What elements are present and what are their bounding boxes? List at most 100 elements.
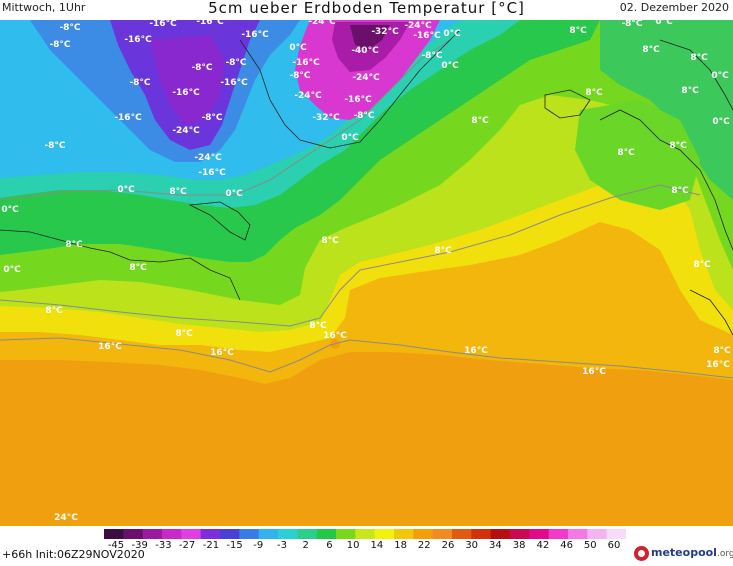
temperature-label: -24°C xyxy=(352,73,380,83)
map-labels-layer: -8°C-8°C-16°C -16°C-16°C -16°C-24°C-32°C-2… xyxy=(1,20,731,523)
temperature-label: -16°C xyxy=(292,58,320,68)
color-scale-tick: -27 xyxy=(178,540,196,551)
color-scale-tick: -39 xyxy=(131,540,148,551)
color-scale-segment xyxy=(568,529,588,539)
field-green-east xyxy=(600,20,733,200)
temperature-label: 8°C xyxy=(669,141,687,151)
temperature-label: -32°C xyxy=(371,27,399,37)
temperature-label: 0°C xyxy=(289,43,307,53)
color-scale-segment xyxy=(123,529,144,539)
temperature-label: 0°C xyxy=(341,133,359,143)
temperature-label: 8°C xyxy=(693,260,711,270)
temperature-map: -8°C-8°C-16°C -16°C-16°C -16°C-24°C-32°C-2… xyxy=(0,20,733,526)
contour-16c xyxy=(0,337,733,379)
temperature-label: 8°C xyxy=(690,53,708,63)
temperature-label: -16°C xyxy=(124,35,152,45)
temperature-label: 16°C xyxy=(98,342,122,352)
color-scale-tick: -33 xyxy=(155,540,172,551)
temperature-label: 8°C xyxy=(434,246,452,256)
temperature-label: 0°C xyxy=(117,185,135,195)
temperature-label: 8°C xyxy=(471,116,489,126)
color-scale-segment xyxy=(336,529,356,539)
color-scale-segment xyxy=(490,529,511,539)
temperature-label: -8°C xyxy=(353,111,374,121)
temperature-label: 0°C xyxy=(655,20,673,27)
color-scale-segment xyxy=(355,529,376,539)
temperature-label: 0°C xyxy=(225,189,243,199)
color-scale-tick: 26 xyxy=(441,540,455,551)
coastline-north-america xyxy=(0,229,241,301)
model-run-info: +66h Init:06Z29NOV2020 xyxy=(2,548,145,561)
temperature-label: -16°C xyxy=(172,88,200,98)
color-scale-segment xyxy=(510,529,530,539)
color-scale-segment xyxy=(258,529,279,539)
temperature-label: 24°C xyxy=(54,513,78,523)
temperature-label: -24°C xyxy=(404,21,432,31)
color-scale-tick: 42 xyxy=(536,540,550,551)
field-deep-purple xyxy=(150,35,225,125)
temperature-label: -24°C xyxy=(294,91,322,101)
temperature-label: 8°C xyxy=(321,236,339,246)
temperature-label: 0°C xyxy=(712,117,730,127)
forecast-date: 02. Dezember 2020 xyxy=(619,1,729,14)
coastline-iberia xyxy=(689,289,733,336)
color-scale-segment xyxy=(413,529,434,539)
temperature-label: -8°C xyxy=(289,71,310,81)
color-scale-bar xyxy=(104,529,626,539)
temperature-label: 8°C xyxy=(569,26,587,36)
field-dark-core xyxy=(350,25,390,50)
temperature-label: 8°C xyxy=(617,148,635,158)
temperature-label: -8°C xyxy=(191,63,212,73)
coastline-newfoundland xyxy=(188,201,251,241)
logo-mark-icon xyxy=(634,546,649,561)
temperature-label: -16°C xyxy=(241,30,269,40)
color-scale-segment xyxy=(220,529,240,539)
temperature-label: -8°C xyxy=(201,113,222,123)
temperature-label: 8°C xyxy=(642,45,660,55)
color-scale-tick: 38 xyxy=(512,540,526,551)
color-scale-segment xyxy=(471,529,492,539)
map-title: 5cm ueber Erdboden Temperatur [°C] xyxy=(208,0,525,17)
color-scale-tick: 46 xyxy=(560,540,573,551)
color-scale-tick: 34 xyxy=(489,540,502,551)
color-scale-segment xyxy=(104,529,124,539)
color-scale-segment xyxy=(394,529,414,539)
temperature-label: -16°C xyxy=(344,95,372,105)
color-scale-tick: 30 xyxy=(465,540,479,551)
temperature-label: -8°C xyxy=(59,23,80,33)
temperature-label: 16°C xyxy=(210,348,234,358)
coastline-iceland xyxy=(544,89,591,119)
temperature-label: -24°C xyxy=(172,126,200,136)
temperature-label: -16°C xyxy=(198,168,226,178)
color-scale-tick: 50 xyxy=(583,540,597,551)
temperature-label: -8°C xyxy=(49,40,70,50)
temperature-label: 8°C xyxy=(129,263,147,273)
color-scale-tick: 10 xyxy=(346,540,360,551)
temperature-label: -16°C xyxy=(413,31,441,41)
color-scale-tick: -9 xyxy=(253,540,264,551)
contour-8c xyxy=(0,184,701,327)
temperature-label: -40°C xyxy=(351,46,379,56)
temperature-label: -16°C xyxy=(220,78,248,88)
temperature-label: -8°C xyxy=(44,141,65,151)
color-scale-segment xyxy=(181,529,202,539)
temperature-label: 8°C xyxy=(169,187,187,197)
temperature-label: 0°C xyxy=(443,29,461,39)
temperature-label: 8°C xyxy=(585,88,603,98)
temperature-label: 8°C xyxy=(45,306,63,316)
temperature-label: 8°C xyxy=(681,86,699,96)
temperature-label: 8°C xyxy=(175,329,193,339)
temperature-label: -8°C xyxy=(129,78,150,88)
color-scale-segment xyxy=(239,529,260,539)
temperature-label: 16°C xyxy=(464,346,488,356)
forecast-time: Mittwoch, 1Uhr xyxy=(2,1,86,14)
color-scale-segment xyxy=(142,529,163,539)
color-scale-segment xyxy=(432,529,453,539)
color-scale-segment xyxy=(529,529,550,539)
color-scale-segment xyxy=(606,529,626,539)
temperature-label: -24°C xyxy=(308,20,336,27)
color-scale-tick: -45 xyxy=(107,540,125,551)
temperature-label: -8°C xyxy=(421,51,442,61)
color-scale-tick: -21 xyxy=(202,540,220,551)
color-scale-tick: 60 xyxy=(607,540,621,551)
